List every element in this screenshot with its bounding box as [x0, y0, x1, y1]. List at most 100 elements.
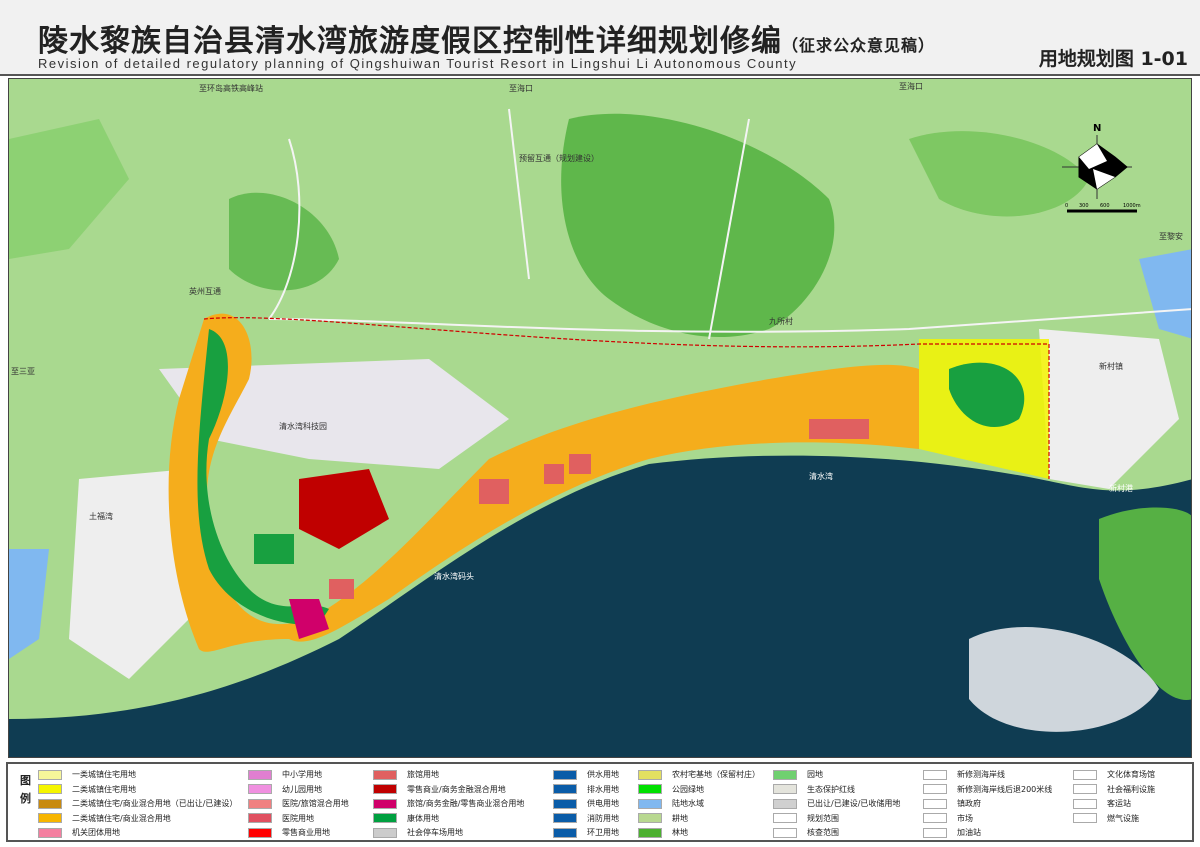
scale-tick: 0 — [1065, 203, 1068, 209]
legend-item: 新修测海岸线后退200米线 — [923, 783, 1052, 796]
legend-swatch — [923, 784, 947, 794]
legend-label: 二类城镇住宅用地 — [72, 784, 136, 794]
legend-swatch — [373, 827, 397, 838]
legend-swatch — [773, 798, 797, 809]
legend-label: 核查范围 — [807, 828, 839, 837]
legend-label: 镇政府 — [957, 799, 981, 808]
legend-item: 生态保护红线 — [773, 783, 855, 796]
legend-label: 医院用地 — [282, 813, 314, 823]
land-use-map[interactable]: N 0 300 600 1000m 至环岛高铁高峰站 至海口 至海口 预留互通（… — [8, 78, 1192, 758]
legend-label: 市场 — [957, 813, 973, 823]
legend-label: 幼儿园用地 — [282, 784, 322, 794]
commercial-zone — [299, 469, 389, 549]
legend-swatch — [638, 784, 662, 794]
legend-item: 旅馆/商务金融/零售商业混合用地 — [373, 797, 524, 810]
forest-area — [909, 131, 1089, 217]
place-label: 清水湾 — [809, 471, 833, 481]
xincun-built-area — [1039, 329, 1179, 489]
inland-water — [1139, 249, 1191, 339]
legend-heading: 例 — [20, 792, 31, 805]
legend-swatch — [638, 813, 662, 823]
legend-swatch — [1073, 769, 1097, 780]
legend-label: 已出让/已建设/已收储用地 — [807, 799, 901, 808]
map-canvas: N 0 300 600 1000m 至环岛高铁高峰站 至海口 至海口 预留互通（… — [9, 79, 1191, 757]
legend-swatch — [248, 813, 272, 823]
legend-item: 中小学用地 — [248, 768, 322, 781]
sports-zone — [949, 362, 1025, 428]
legend-item: 机关团体用地 — [38, 826, 120, 839]
legend-swatch — [638, 827, 662, 838]
legend-item: 燃气设施 — [1073, 812, 1139, 825]
place-label: 至环岛高铁高峰站 — [199, 83, 263, 93]
place-label: 土福湾 — [89, 511, 113, 521]
legend-item: 旅馆用地 — [373, 768, 439, 781]
legend-label: 社会福利设施 — [1107, 784, 1155, 794]
legend-heading: 图 — [20, 774, 31, 787]
roads — [268, 108, 1191, 340]
place-label: 至黎安 — [1159, 231, 1183, 241]
legend-swatch — [553, 798, 577, 809]
place-label: 至三亚 — [11, 367, 35, 376]
inland-water — [9, 549, 49, 659]
legend-label: 旅馆/商务金融/零售商业混合用地 — [407, 799, 525, 808]
legend-label: 旅馆用地 — [407, 770, 439, 779]
legend-item: 文化体育场馆 — [1073, 768, 1155, 781]
legend-item: 排水用地 — [553, 783, 619, 796]
place-label: 预留互通（规划建设） — [519, 153, 599, 163]
legend-label: 供电用地 — [587, 799, 619, 808]
legend-item: 陆地水域 — [638, 797, 704, 810]
built-area — [159, 359, 509, 469]
legend-item: 环卫用地 — [553, 826, 619, 839]
place-labels: 至环岛高铁高峰站 至海口 至海口 预留互通（规划建设） 英州互通 清水湾码头 新… — [11, 81, 1183, 581]
legend-item: 一类城镇住宅用地 — [38, 768, 136, 781]
legend-item: 园地 — [773, 768, 823, 781]
legend-swatch — [1073, 813, 1097, 823]
legend-label: 园地 — [807, 770, 823, 779]
legend-item: 加油站 — [923, 826, 981, 839]
legend-label: 二类城镇住宅/商业混合用地 — [72, 813, 171, 823]
legend-label: 文化体育场馆 — [1107, 770, 1155, 779]
legend-item: 零售商业用地 — [248, 826, 330, 839]
legend-label: 机关团体用地 — [72, 828, 120, 837]
legend-label: 消防用地 — [587, 813, 619, 823]
legend-item: 公园绿地 — [638, 783, 704, 796]
legend-swatch — [373, 769, 397, 780]
legend-item: 消防用地 — [553, 812, 619, 825]
legend-item: 市场 — [923, 812, 973, 825]
legend-item: 农村宅基地（保留村庄） — [638, 768, 760, 781]
map-subtitle: Revision of detailed regulatory planning… — [38, 56, 798, 71]
legend-swatch — [38, 769, 62, 780]
legend-swatch — [773, 827, 797, 838]
legend-label: 新修测海岸线后退200米线 — [957, 784, 1053, 794]
cloud-cover — [969, 627, 1159, 732]
legend-swatch — [773, 784, 797, 794]
legend-item: 社会福利设施 — [1073, 783, 1155, 796]
legend-label: 耕地 — [672, 813, 688, 823]
title-text: 陵水黎族自治县清水湾旅游度假区控制性详细规划修编 — [38, 24, 782, 59]
legend-swatch — [373, 813, 397, 823]
legend-swatch — [773, 813, 797, 823]
sheet-number: 用地规划图 1-01 — [1038, 48, 1188, 70]
legend-label: 环卫用地 — [587, 828, 619, 837]
legend-label: 公园绿地 — [672, 784, 704, 794]
map-legend: 图 例 一类城镇住宅用地二类城镇住宅用地二类城镇住宅/商业混合用地（已出让/已建… — [6, 762, 1194, 842]
legend-item: 耕地 — [638, 812, 688, 825]
legend-label: 陆地水域 — [672, 799, 704, 808]
legend-swatch — [248, 784, 272, 794]
title-note: （征求公众意见稿） — [782, 36, 936, 55]
map-title: 陵水黎族自治县清水湾旅游度假区控制性详细规划修编（征求公众意见稿） — [38, 16, 935, 60]
legend-label: 规划范围 — [807, 813, 839, 823]
legend-item: 新修测海岸线 — [923, 768, 1005, 781]
scale-tick: 1000m — [1123, 203, 1141, 209]
sea — [9, 455, 1191, 757]
green-corridor — [197, 329, 329, 625]
legend-label: 供水用地 — [587, 770, 619, 779]
place-label: 至海口 — [509, 83, 533, 93]
legend-label: 林地 — [672, 828, 688, 837]
legend-item: 医院/旅馆混合用地 — [248, 797, 349, 810]
place-label: 至海口 — [899, 81, 923, 91]
legend-label: 新修测海岸线 — [957, 770, 1005, 779]
legend-item: 二类城镇住宅/商业混合用地（已出让/已建设） — [38, 797, 237, 810]
place-label: 新村镇 — [1099, 361, 1123, 371]
legend-swatch — [1073, 798, 1097, 809]
